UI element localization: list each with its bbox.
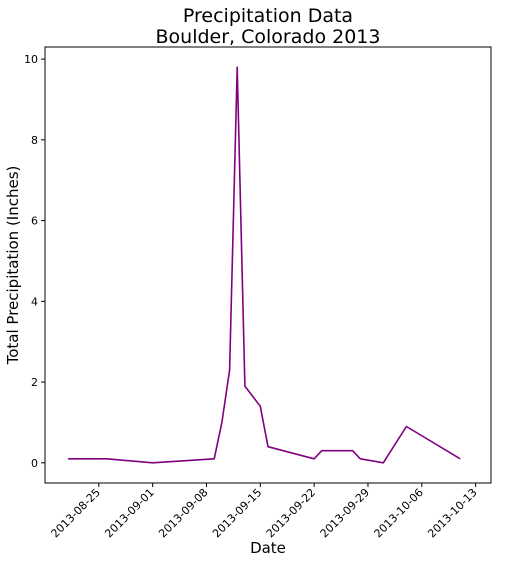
- y-axis: 0 2 4 6 8 10: [24, 53, 45, 470]
- x-axis: 2013-08-25 2013-09-01 2013-09-08 2013-09-15…: [49, 483, 480, 540]
- y-tick-label: 8: [31, 134, 38, 147]
- y-tick-label: 0: [31, 457, 38, 470]
- x-tick-label: 2013-09-08: [156, 486, 210, 540]
- x-axis-label: Date: [250, 539, 286, 557]
- x-tick-label: 2013-09-15: [210, 486, 264, 540]
- x-tick-label: 2013-09-01: [102, 486, 156, 540]
- precipitation-line: [68, 66, 461, 464]
- y-tick-label: 6: [31, 215, 38, 228]
- x-tick-label: 2013-09-22: [264, 486, 318, 540]
- chart-subtitle: Boulder, Colorado 2013: [156, 26, 381, 48]
- x-tick-label: 2013-09-29: [318, 486, 372, 540]
- chart-title: Precipitation Data: [183, 5, 353, 27]
- y-axis-label: Total Precipitation (Inches): [4, 166, 22, 366]
- x-tick-label: 2013-10-06: [372, 486, 426, 540]
- plot-frame: [44, 46, 492, 484]
- series-layer: [68, 66, 461, 464]
- y-tick-label: 10: [24, 53, 38, 66]
- x-tick-label: 2013-10-13: [425, 486, 479, 540]
- y-tick-label: 4: [31, 295, 38, 308]
- y-tick-label: 2: [31, 376, 38, 389]
- x-tick-label: 2013-08-25: [49, 486, 103, 540]
